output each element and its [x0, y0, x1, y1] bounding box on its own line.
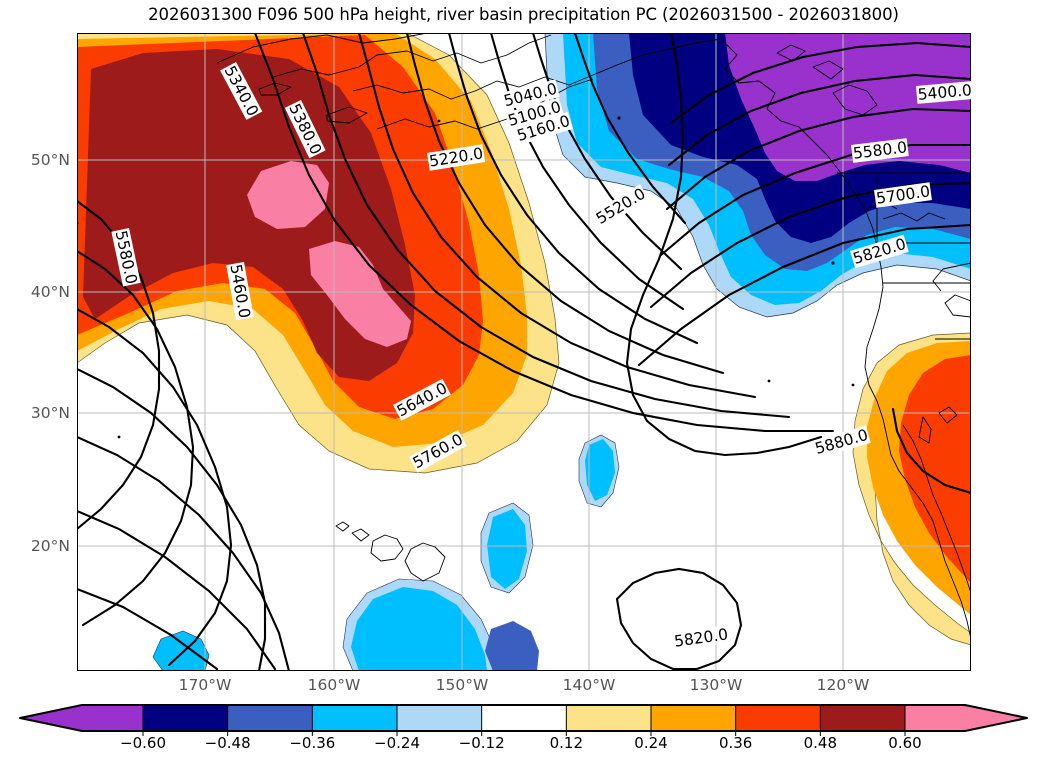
filled-contour-positive-pacific — [77, 33, 560, 474]
colorbar-tick-4: −0.12 — [458, 734, 505, 752]
map-canvas — [77, 33, 971, 671]
map-gridlines — [77, 33, 971, 671]
y-axis-tick-1: 40°N — [30, 283, 70, 301]
colorbar-tick-9: 0.60 — [888, 734, 922, 752]
x-axis-tick-5: 120°W — [816, 676, 870, 694]
colorbar-tick-5: 0.12 — [549, 734, 584, 752]
x-axis-tick-1: 160°W — [307, 676, 361, 694]
map-plot-area[interactable] — [77, 33, 971, 671]
filled-contour-negative-subtropical — [152, 434, 620, 671]
colorbar[interactable]: −0.60 −0.48 −0.36 −0.24 −0.12 0.12 0.24 0.36 0.4… — [0, 697, 1047, 765]
y-axis-tick-2: 30°N — [30, 404, 70, 422]
coastlines — [77, 33, 971, 640]
colorbar-tick-0: −0.60 — [120, 734, 166, 752]
colorbar-tick-6: 0.24 — [634, 734, 668, 752]
colorbar-tick-8: 0.48 — [803, 734, 838, 752]
x-axis-tick-2: 150°W — [435, 676, 489, 694]
colorbar-tick-2: −0.36 — [289, 734, 336, 752]
x-axis-tick-0: 170°W — [178, 676, 232, 694]
colorbar-tick-7: 0.36 — [718, 734, 753, 752]
colorbar-tick-3: −0.24 — [374, 734, 420, 752]
x-axis-tick-3: 140°W — [562, 676, 616, 694]
y-axis-tick-0: 50°N — [30, 151, 70, 169]
height-contours — [77, 33, 971, 671]
colorbar-swatches — [19, 704, 1028, 736]
y-axis-tick-3: 20°N — [30, 537, 70, 555]
x-axis-tick-4: 130°W — [689, 676, 743, 694]
colorbar-tick-1: −0.48 — [204, 734, 251, 752]
page-title: 2026031300 F096 500 hPa height, river ba… — [148, 5, 899, 24]
